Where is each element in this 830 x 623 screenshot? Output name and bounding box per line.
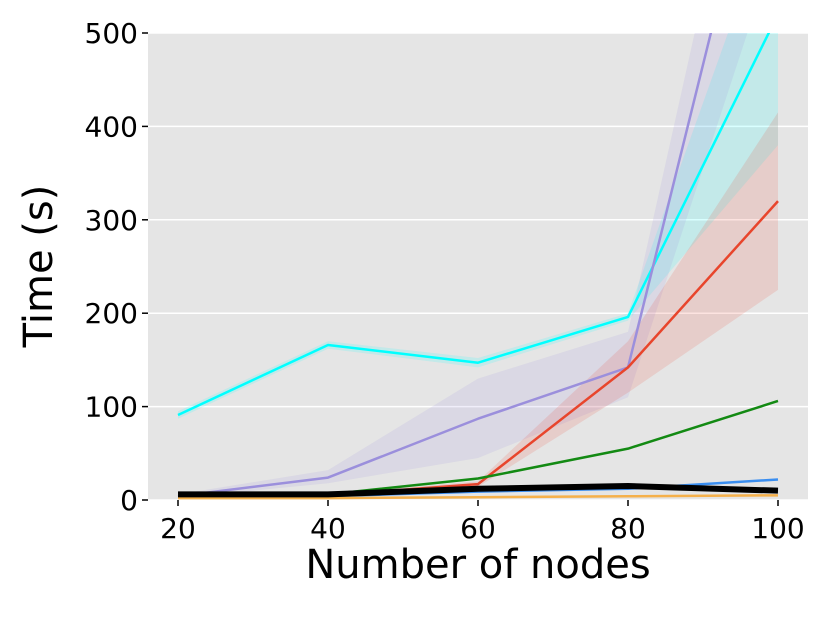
x-tick-label: 40 [310,512,346,545]
y-tick-label: 0 [120,484,138,517]
y-tick-label: 500 [85,17,138,50]
series-line [178,482,779,498]
y-axis-label: Time (s) [16,185,62,349]
x-tick-label: 80 [610,512,646,545]
series-line [177,33,771,417]
y-tick-label: 300 [85,204,138,237]
y-tick-label: 400 [85,110,138,143]
x-axis-label: Number of nodes [305,542,650,588]
series-line [178,494,779,500]
plot-area [148,33,808,500]
confidence-band [178,33,778,419]
x-tick-label: 100 [751,512,804,545]
x-tick-label: 20 [160,512,196,545]
axes: 0 100 200 300 400 500 20 40 60 80 100 [85,17,805,545]
series-line [177,33,713,498]
confidence-band [178,112,778,497]
y-tick-label: 100 [85,391,138,424]
series [177,33,779,500]
grid [148,32,808,501]
confidence-band [178,33,748,499]
y-tick-label: 200 [85,297,138,330]
x-tick-label: 60 [460,512,496,545]
